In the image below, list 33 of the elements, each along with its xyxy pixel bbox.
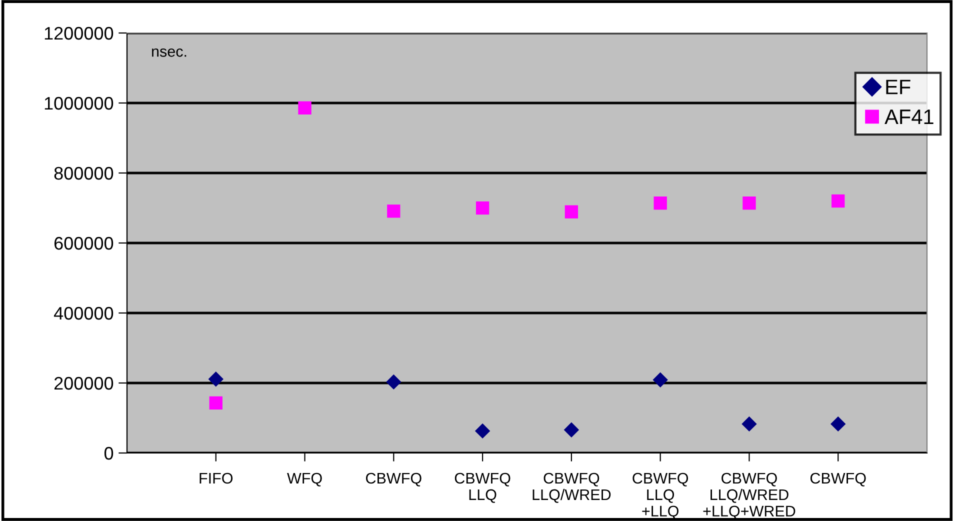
x-tick-label: CBWFQ LLQ/WRED	[532, 472, 611, 503]
point	[564, 205, 578, 218]
y-tick-label: 400000	[54, 306, 114, 320]
x-tick-label: FIFO	[200, 472, 233, 484]
legend-label: EF	[886, 80, 910, 94]
point	[386, 374, 402, 390]
annotation: nsec.	[152, 48, 186, 57]
y-tick-label: 0	[104, 446, 114, 460]
legend-label: AF41	[884, 110, 934, 124]
point	[476, 201, 490, 215]
point	[208, 372, 224, 387]
y-tick-label: 600000	[54, 236, 114, 250]
x-tick-label: CBWFQ LLQ	[454, 472, 510, 503]
x-tick-label: WFQ	[287, 472, 322, 486]
point	[652, 372, 668, 388]
y-tick-label: 1000000	[44, 96, 114, 110]
y-tick-label: 800000	[54, 166, 114, 180]
x-tick-label: CBWFQ	[366, 472, 422, 486]
point	[387, 204, 400, 218]
point	[830, 416, 846, 432]
point	[742, 416, 757, 432]
point	[209, 396, 222, 410]
point	[298, 101, 312, 114]
point	[832, 194, 845, 208]
point	[474, 423, 490, 439]
point	[742, 196, 756, 210]
x-tick-label: CBWFQ LLQ/WRED +LLQ+WRED	[703, 472, 796, 520]
y-tick-label: 1200000	[44, 26, 114, 40]
point	[564, 422, 580, 438]
point	[654, 196, 667, 210]
y-tick-label: 200000	[54, 376, 114, 390]
x-tick-label: CBWFQ LLQ +LLQ	[632, 472, 688, 520]
x-tick-label: CBWFQ	[810, 472, 866, 486]
